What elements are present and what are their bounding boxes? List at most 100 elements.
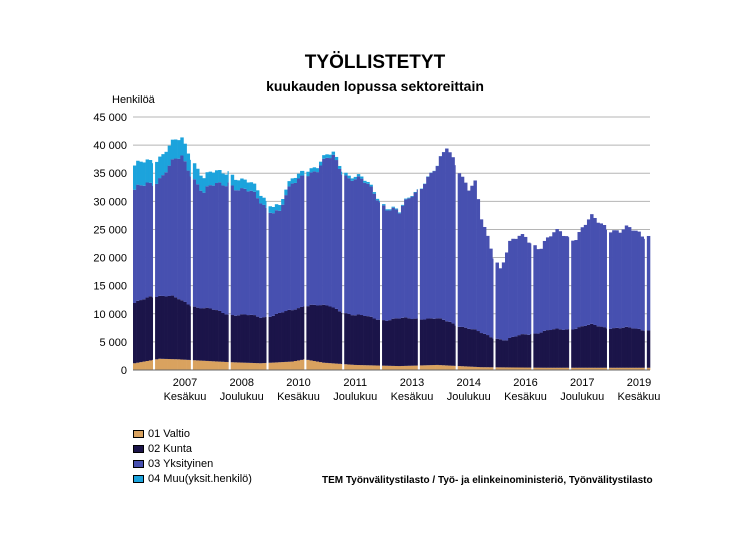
x-tick-year: 2010 [286, 377, 310, 389]
bar-segment [240, 314, 244, 363]
bar-segment [173, 359, 178, 370]
bar-segment [394, 365, 399, 370]
bar-segment [646, 330, 651, 368]
bar-segment [523, 236, 528, 335]
bar-segment [410, 196, 414, 197]
bar-segment [167, 295, 172, 360]
bar-segment [218, 310, 222, 362]
bar-segment [574, 240, 578, 329]
bar-segment [558, 367, 563, 370]
bar-segment [363, 315, 367, 366]
bar-segment [605, 367, 607, 370]
bar-segment [634, 367, 638, 370]
bar-segment [186, 153, 191, 171]
bar-segment [151, 163, 154, 186]
bar-segment [514, 367, 518, 370]
bar-segment [148, 160, 153, 183]
bar-segment [293, 361, 298, 370]
bar-segment [627, 367, 632, 370]
bar-segment [517, 335, 522, 368]
bar-segment [218, 170, 222, 183]
bar-segment [180, 137, 184, 156]
bar-segment [214, 361, 219, 370]
bar-segment [467, 366, 471, 370]
bar-segment [372, 192, 377, 194]
bar-segment [527, 334, 531, 368]
bar-segment [404, 365, 408, 370]
bar-segment [558, 329, 563, 368]
bar-segment [536, 333, 540, 368]
bar-segment [167, 359, 172, 370]
bar-segment [382, 320, 386, 366]
bar-segment [344, 172, 348, 176]
bar-segment [177, 359, 181, 370]
bar-segment [479, 333, 484, 368]
bar-segment [413, 191, 418, 193]
bar-segment [246, 191, 250, 316]
bar-segment [378, 365, 380, 370]
bar-segment [167, 145, 172, 166]
bar-segment [599, 367, 604, 370]
chart-subtitle: kuukauden lopussa sektoreittain [266, 78, 484, 94]
bar-segment [230, 174, 235, 186]
bar-segment [476, 367, 481, 370]
bar-segment [621, 327, 626, 368]
bar-segment [602, 225, 607, 328]
bar-segment [561, 329, 566, 368]
bar-segment [192, 360, 197, 370]
bar-segment [498, 268, 503, 340]
legend-label-muu: 04 Muu(yksit.henkilö) [148, 472, 252, 485]
bar-segment [274, 204, 279, 211]
bar-segment [309, 168, 313, 173]
bar-segment [189, 306, 191, 361]
bar-segment [631, 328, 635, 368]
bar-segment [545, 237, 550, 331]
bar-segment [350, 178, 354, 181]
bar-segment [230, 315, 235, 363]
bar-segment [287, 361, 291, 370]
bar-segment [416, 189, 418, 319]
y-tick-label: 5 000 [99, 337, 127, 349]
bar-segment [300, 175, 304, 307]
bar-segment [350, 364, 354, 370]
bar-segment [315, 172, 320, 306]
bar-segment [388, 210, 392, 321]
bar-segment [410, 196, 414, 320]
bar-segment [347, 313, 351, 365]
bar-segment [599, 326, 604, 368]
bar-segment [571, 240, 575, 330]
bar-segment [464, 366, 468, 370]
bar-segment [155, 296, 159, 360]
bar-segment [545, 330, 550, 368]
bar-segment [643, 331, 645, 368]
bar-segment [202, 308, 206, 361]
bar-segment [309, 360, 313, 370]
bar-segment [552, 329, 556, 368]
bar-segment [296, 178, 301, 309]
bar-segment [385, 209, 389, 211]
y-axis-label: Henkilöä [112, 94, 155, 106]
bar-segment [353, 315, 358, 365]
bar-segment [133, 165, 137, 190]
bar-segment [322, 155, 326, 159]
bar-segment [470, 329, 474, 367]
bar-segment [555, 229, 559, 329]
bar-segment [492, 338, 494, 368]
bar-segment [158, 156, 162, 179]
bar-segment [394, 209, 399, 319]
bar-segment [161, 358, 165, 370]
legend-item-yksityinen: 03 Yksityinen [133, 457, 252, 470]
bar-segment [473, 180, 477, 330]
bar-segment [470, 366, 474, 370]
bar-segment [426, 176, 430, 319]
bar-segment [464, 327, 468, 367]
bar-segment [523, 367, 528, 370]
bar-segment [341, 364, 343, 370]
bar-segment [139, 161, 143, 186]
bar-segment [527, 242, 531, 335]
bar-segment [382, 204, 386, 206]
bar-segment [482, 367, 487, 370]
bar-segment [183, 143, 187, 162]
bar-segment [394, 318, 399, 366]
